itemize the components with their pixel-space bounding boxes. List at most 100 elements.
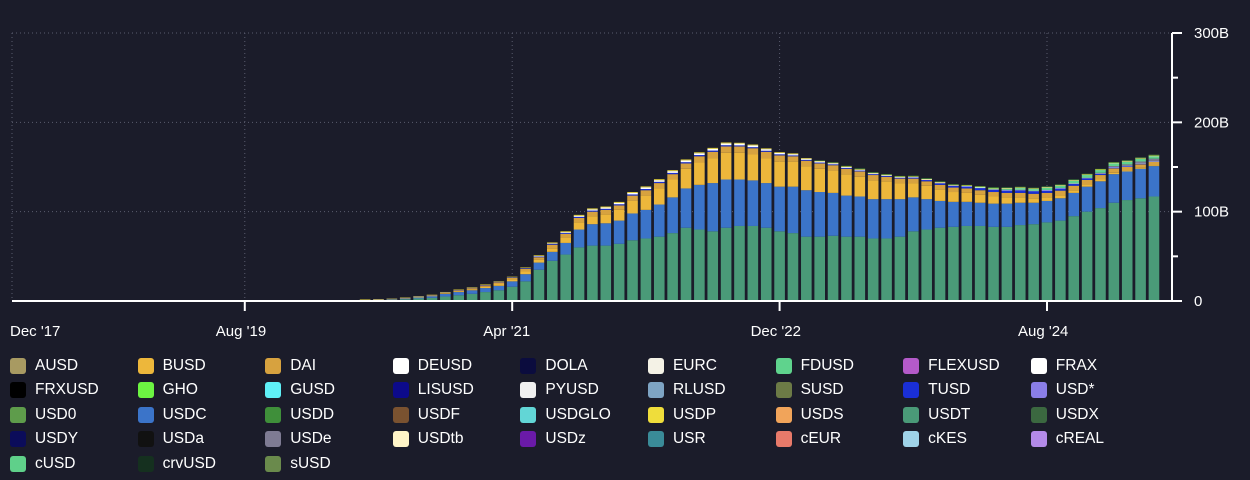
bar-segment-fdusd: [1041, 187, 1053, 190]
legend-swatch: [647, 382, 664, 398]
bar-segment-pyusd: [1014, 187, 1026, 189]
legend-item[interactable]: FDUSD: [775, 356, 904, 375]
legend-swatch: [903, 382, 920, 398]
legend-item[interactable]: USDtb: [392, 430, 521, 449]
bar-segment-usdd: [907, 175, 919, 177]
legend-item[interactable]: EURC: [647, 356, 776, 375]
bar-segment-tusd: [1041, 190, 1053, 193]
bar-segment-usdt: [1041, 222, 1053, 301]
legend-item[interactable]: DOLA: [520, 356, 648, 375]
bar-segment-dai: [533, 257, 545, 260]
bar-segment-dai: [413, 296, 424, 298]
legend-item[interactable]: FRXUSD: [10, 381, 138, 400]
legend-item[interactable]: cREAL: [1030, 430, 1159, 449]
bar-segment-dai: [466, 288, 478, 290]
bar-segment-frax: [948, 185, 959, 186]
legend-swatch: [775, 406, 792, 423]
legend-item[interactable]: USDe: [265, 430, 393, 449]
bar-segment-usdp: [493, 281, 505, 282]
bar-segment-busd: [506, 279, 518, 282]
y-tick-label: 200B: [1194, 114, 1229, 131]
bar-segment-usdt: [506, 286, 518, 301]
legend-item[interactable]: BUSD: [137, 356, 266, 375]
bar-segment-tusd: [587, 210, 598, 212]
legend-item[interactable]: USDC: [137, 405, 266, 424]
bar-segment-dai: [653, 183, 665, 189]
bar-segment-dai: [667, 174, 678, 180]
legend-item[interactable]: PYUSD: [520, 381, 648, 400]
legend-item[interactable]: RLUSD: [647, 381, 776, 400]
bar-segment-frax: [1108, 166, 1120, 168]
legend-label: DOLA: [545, 356, 588, 374]
bar-segment-tusd: [854, 170, 866, 172]
legend-item[interactable]: USR: [647, 430, 776, 449]
bar-segment-usde: [1095, 172, 1106, 174]
legend-item[interactable]: cEUR: [775, 430, 904, 449]
legend-item[interactable]: USDF: [392, 405, 521, 424]
bar-segment-usd0: [1148, 154, 1160, 156]
bar-segment-usdp: [440, 291, 451, 293]
bar-segment-dai: [680, 163, 692, 169]
bar-segment-frax: [787, 154, 799, 156]
legend-swatch: [137, 357, 154, 374]
legend-item[interactable]: cKES: [903, 430, 1031, 449]
legend-item[interactable]: GHO: [137, 381, 266, 400]
bar-segment-tusd: [760, 150, 772, 152]
bar-segment-busd: [734, 152, 745, 180]
bar-segment-dai: [894, 178, 906, 184]
legend-label: FRAX: [1055, 356, 1098, 374]
bar-segment-dai: [934, 184, 946, 190]
bar-segment-usdp: [1055, 185, 1066, 186]
bar-segment-usdc: [493, 285, 505, 291]
legend-item[interactable]: FLEXUSD: [903, 356, 1031, 375]
bar-segment-usdp: [747, 144, 759, 146]
bar-segment-dai: [707, 151, 719, 159]
legend-item[interactable]: AUSD: [10, 356, 138, 375]
legend-swatch: [1030, 382, 1047, 398]
legend-item[interactable]: USDT: [903, 405, 1031, 424]
legend-label: crvUSD: [162, 454, 216, 472]
bar-segment-usdt: [480, 292, 491, 301]
bar-segment-usdt: [426, 297, 438, 301]
bar-segment-usdd: [1068, 179, 1080, 181]
legend-item[interactable]: crvUSD: [137, 454, 266, 473]
legend-item[interactable]: cUSD: [10, 454, 138, 473]
legend-swatch: [520, 406, 537, 423]
chart-legend: AUSD BUSD DAI DEUSD DOLA EURC FDUSD FLEXUSD FRAX…: [10, 356, 1245, 473]
legend-item[interactable]: USDz: [520, 430, 648, 449]
legend-item[interactable]: GUSD: [265, 381, 393, 400]
legend-item[interactable]: USDP: [647, 405, 776, 424]
bar-segment-pyusd: [1001, 188, 1013, 189]
bar-segment-dai: [426, 295, 438, 296]
bar-segment-tusd: [493, 281, 505, 283]
legend-item[interactable]: SUSD: [775, 381, 904, 400]
legend-item[interactable]: USDa: [137, 430, 266, 449]
legend-item[interactable]: USD0: [10, 405, 138, 424]
legend-item[interactable]: DEUSD: [392, 356, 521, 375]
legend-item[interactable]: USDGLO: [520, 405, 648, 424]
bar-segment-usdc: [747, 180, 759, 226]
legend-item[interactable]: USDS: [775, 405, 904, 424]
bar-segment-dai: [988, 192, 999, 197]
legend-item[interactable]: LISUSD: [392, 381, 521, 400]
legend-item[interactable]: USDY: [10, 430, 138, 449]
legend-item[interactable]: TUSD: [903, 381, 1031, 400]
legend-item[interactable]: FRAX: [1030, 356, 1159, 375]
legend-item[interactable]: sUSD: [265, 454, 393, 473]
bar-segment-fdusd: [1068, 180, 1080, 184]
legend-label: USDS: [800, 405, 844, 423]
bar-segment-pyusd: [1041, 187, 1053, 188]
legend-item[interactable]: DAI: [265, 356, 393, 375]
legend-item[interactable]: USDD: [265, 405, 393, 424]
bar-segment-usdc: [560, 242, 571, 255]
bar-segment-usdp: [961, 185, 973, 186]
bar-segment-dai: [560, 234, 571, 238]
legend-item[interactable]: USD*: [1030, 381, 1159, 400]
bar-segment-usdd: [934, 181, 946, 183]
legend-label: USR: [672, 430, 706, 447]
bar-segment-busd: [774, 161, 785, 187]
legend-swatch: [647, 357, 664, 374]
bar-segment-dai: [493, 282, 505, 285]
bar-segment-frax: [814, 161, 825, 163]
legend-item[interactable]: USDX: [1030, 405, 1159, 424]
